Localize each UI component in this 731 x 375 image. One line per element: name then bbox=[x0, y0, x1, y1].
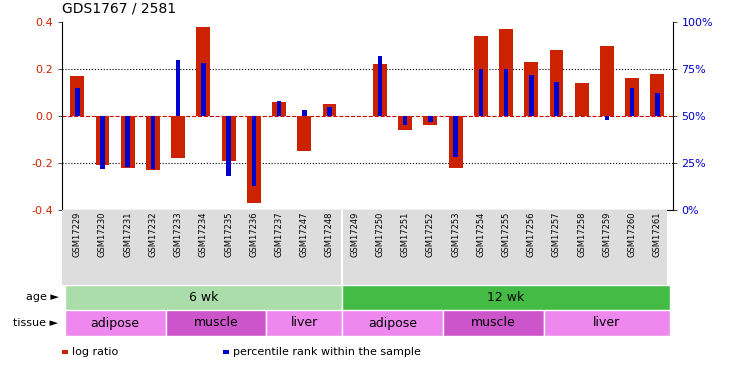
Bar bbox=[64, 285, 342, 310]
Bar bbox=[277, 101, 281, 116]
Text: 12 wk: 12 wk bbox=[488, 291, 525, 304]
Bar bbox=[298, 116, 311, 151]
Bar bbox=[378, 56, 382, 116]
Text: tissue ►: tissue ► bbox=[13, 318, 58, 328]
Text: GSM17235: GSM17235 bbox=[224, 211, 233, 257]
Bar bbox=[272, 102, 286, 116]
Bar bbox=[201, 63, 205, 116]
Text: GSM17251: GSM17251 bbox=[401, 211, 409, 257]
Bar bbox=[266, 310, 342, 336]
Text: GSM17252: GSM17252 bbox=[426, 211, 435, 257]
Text: GSM17254: GSM17254 bbox=[477, 211, 485, 257]
Text: muscle: muscle bbox=[194, 316, 238, 330]
Bar bbox=[64, 310, 165, 336]
Bar bbox=[655, 93, 659, 116]
Bar bbox=[151, 116, 155, 169]
Bar bbox=[605, 116, 609, 120]
Bar bbox=[342, 285, 670, 310]
Bar bbox=[499, 29, 513, 116]
Bar bbox=[575, 83, 588, 116]
Bar bbox=[75, 88, 80, 116]
Bar bbox=[554, 82, 558, 116]
Bar bbox=[247, 116, 261, 203]
Bar bbox=[327, 106, 332, 116]
Text: GSM17247: GSM17247 bbox=[300, 211, 308, 257]
Text: GSM17249: GSM17249 bbox=[350, 211, 359, 257]
Bar bbox=[70, 76, 84, 116]
Bar bbox=[96, 116, 110, 165]
Text: GSM17255: GSM17255 bbox=[501, 211, 510, 257]
Bar bbox=[342, 310, 443, 336]
Bar bbox=[449, 116, 463, 168]
Bar bbox=[479, 69, 483, 116]
Text: percentile rank within the sample: percentile rank within the sample bbox=[232, 347, 420, 357]
Text: liver: liver bbox=[291, 316, 318, 330]
Bar bbox=[504, 69, 508, 116]
Text: adipose: adipose bbox=[91, 316, 140, 330]
Bar bbox=[221, 116, 235, 160]
Bar bbox=[453, 116, 458, 158]
Text: GSM17232: GSM17232 bbox=[148, 211, 157, 257]
Bar bbox=[600, 45, 614, 116]
Bar bbox=[176, 60, 181, 116]
Text: GSM17261: GSM17261 bbox=[653, 211, 662, 257]
Bar bbox=[322, 104, 336, 116]
Text: adipose: adipose bbox=[368, 316, 417, 330]
Bar bbox=[630, 88, 635, 116]
Text: GSM17253: GSM17253 bbox=[451, 211, 460, 257]
Text: GSM17258: GSM17258 bbox=[577, 211, 586, 257]
Bar bbox=[197, 27, 211, 116]
Text: GSM17260: GSM17260 bbox=[628, 211, 637, 257]
Text: log ratio: log ratio bbox=[72, 347, 118, 357]
Text: GSM17259: GSM17259 bbox=[602, 211, 611, 257]
Text: GSM17229: GSM17229 bbox=[73, 211, 82, 257]
Bar bbox=[550, 50, 564, 116]
Text: GSM17231: GSM17231 bbox=[124, 211, 132, 257]
Text: GSM17250: GSM17250 bbox=[376, 211, 385, 257]
Text: GSM17236: GSM17236 bbox=[249, 211, 258, 257]
Bar bbox=[651, 74, 664, 116]
Bar bbox=[428, 116, 433, 122]
Bar bbox=[524, 62, 538, 116]
Text: muscle: muscle bbox=[471, 316, 516, 330]
Bar bbox=[443, 310, 544, 336]
Bar bbox=[121, 116, 135, 168]
Bar bbox=[171, 116, 185, 158]
Text: age ►: age ► bbox=[26, 292, 58, 303]
Text: 6 wk: 6 wk bbox=[189, 291, 218, 304]
Bar bbox=[373, 64, 387, 116]
Bar bbox=[251, 116, 256, 186]
Bar bbox=[529, 75, 534, 116]
Text: GDS1767 / 2581: GDS1767 / 2581 bbox=[62, 2, 176, 16]
Bar bbox=[146, 116, 160, 170]
Bar bbox=[227, 116, 231, 176]
Bar bbox=[474, 36, 488, 116]
Text: GSM17233: GSM17233 bbox=[174, 211, 183, 257]
Bar bbox=[625, 78, 639, 116]
Bar bbox=[165, 310, 266, 336]
Bar bbox=[126, 116, 130, 167]
Text: GSM17234: GSM17234 bbox=[199, 211, 208, 257]
Text: GSM17237: GSM17237 bbox=[275, 211, 284, 257]
Text: GSM17257: GSM17257 bbox=[552, 211, 561, 257]
Bar bbox=[100, 116, 105, 169]
Bar bbox=[423, 116, 437, 125]
Text: liver: liver bbox=[594, 316, 621, 330]
Bar bbox=[544, 310, 670, 336]
Text: GSM17256: GSM17256 bbox=[527, 211, 536, 257]
Bar bbox=[403, 116, 407, 125]
Text: GSM17230: GSM17230 bbox=[98, 211, 107, 257]
Text: GSM17248: GSM17248 bbox=[325, 211, 334, 257]
Bar bbox=[302, 110, 306, 116]
Bar bbox=[398, 116, 412, 130]
